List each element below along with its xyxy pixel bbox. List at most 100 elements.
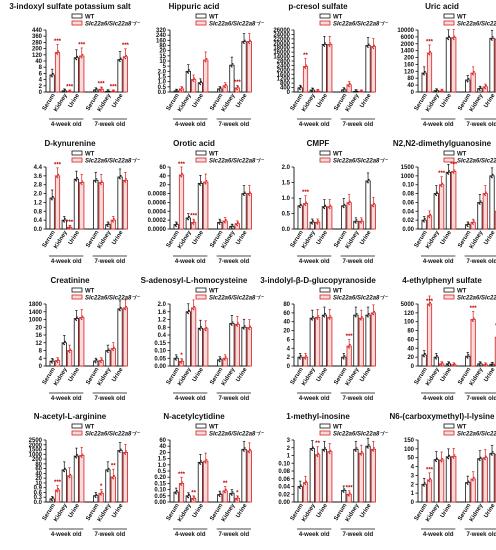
data-point-wt <box>51 199 53 201</box>
significance-label: *** <box>438 171 446 177</box>
data-point-wt <box>323 316 326 318</box>
data-point-ko <box>204 461 206 463</box>
y-tick-label: 4 <box>39 356 43 362</box>
data-point-ko <box>180 89 182 91</box>
significance-label: *** <box>346 334 354 340</box>
y-tick-label: 20 <box>35 476 42 482</box>
data-point-wt <box>198 183 201 185</box>
data-point-wt <box>243 328 245 330</box>
legend-label-wt: WT <box>457 425 467 431</box>
chart-title: N-acetylcytidine <box>163 412 225 421</box>
data-point-ko <box>328 451 330 454</box>
data-point-ko <box>68 350 70 353</box>
data-point-ko <box>193 305 196 308</box>
group-label: 4-week old <box>51 259 82 265</box>
data-point-ko <box>473 317 475 319</box>
group-label: 7-week old <box>342 259 373 265</box>
y-tick-label: 2000 <box>29 443 43 449</box>
data-point-ko <box>316 223 319 225</box>
data-point-wt <box>324 447 326 449</box>
data-point-ko <box>328 206 330 209</box>
data-point-wt <box>176 222 178 224</box>
data-point-ko <box>304 66 306 69</box>
data-point-wt <box>299 358 301 360</box>
y-tick-label: 1200 <box>277 77 291 83</box>
data-point-ko <box>317 89 320 91</box>
legend-swatch-ko <box>319 20 331 26</box>
bar-wt <box>433 459 439 503</box>
x-tick-label: Urine <box>192 229 206 246</box>
y-tick-label: 100 <box>404 447 415 453</box>
x-tick-label: Urine <box>440 92 454 109</box>
data-point-ko <box>440 184 442 187</box>
data-point-wt <box>232 224 234 226</box>
bar-ko <box>203 460 209 503</box>
y-tick-label: 1.6 <box>158 310 167 316</box>
y-tick-label: 400 <box>280 86 291 92</box>
legend-swatch-ko <box>319 294 331 300</box>
y-tick-label: 50 <box>407 456 414 462</box>
data-point-wt <box>354 221 356 223</box>
data-point-ko <box>441 182 444 185</box>
data-point-ko <box>248 42 251 45</box>
data-point-wt <box>198 462 201 464</box>
data-point-wt <box>108 89 110 91</box>
x-tick-label: Urine <box>440 229 454 246</box>
legend-label-wt: WT <box>333 289 343 295</box>
data-point-ko <box>223 358 226 360</box>
data-point-ko <box>349 82 351 85</box>
group-label: 7-week old <box>342 532 373 538</box>
bar-ko <box>122 451 128 503</box>
data-point-ko <box>329 318 331 320</box>
data-point-ko <box>360 454 362 456</box>
bar-wt <box>241 448 247 503</box>
bar-wt <box>105 469 111 503</box>
significance-label: ** <box>315 441 320 447</box>
y-tick-label: 0 <box>39 364 43 370</box>
y-tick-label: 1.0 <box>158 80 167 86</box>
data-point-wt <box>242 193 244 196</box>
y-tick-label: 100 <box>404 320 415 326</box>
data-point-wt <box>447 457 450 460</box>
bar-ko <box>470 72 476 93</box>
data-point-ko <box>236 325 238 327</box>
data-point-wt <box>447 364 450 366</box>
data-point-ko <box>56 176 58 178</box>
data-point-wt <box>323 450 326 452</box>
data-point-ko <box>373 202 375 205</box>
data-point-ko <box>453 172 455 174</box>
bar-ko <box>470 319 476 367</box>
bar-wt <box>93 495 99 503</box>
data-point-ko <box>329 45 331 47</box>
group-label: 4-week old <box>175 532 206 538</box>
bar-wt <box>241 193 247 230</box>
y-tick-label: 20 <box>407 355 414 361</box>
data-point-wt <box>218 222 220 224</box>
data-point-wt <box>50 75 53 77</box>
data-point-ko <box>123 180 126 182</box>
data-point-wt <box>423 356 425 358</box>
bar-wt <box>489 452 495 503</box>
y-tick-label: 0 <box>411 500 415 506</box>
data-point-ko <box>56 361 59 364</box>
y-tick-label: 1600 <box>277 72 291 78</box>
bar-wt <box>445 37 451 93</box>
data-point-wt <box>200 326 202 328</box>
data-point-ko <box>249 325 251 327</box>
data-point-wt <box>492 362 494 364</box>
y-tick-label: 22000 <box>273 37 290 43</box>
data-point-ko <box>111 220 114 222</box>
data-point-wt <box>434 459 437 462</box>
data-point-wt <box>446 172 449 174</box>
data-point-ko <box>69 473 72 476</box>
data-point-ko <box>236 224 238 227</box>
data-point-wt <box>230 226 232 228</box>
data-point-wt <box>436 191 438 193</box>
data-point-wt <box>176 88 178 91</box>
group-label: 7-week old <box>218 259 249 265</box>
data-point-ko <box>317 452 320 455</box>
data-point-wt <box>63 343 65 346</box>
